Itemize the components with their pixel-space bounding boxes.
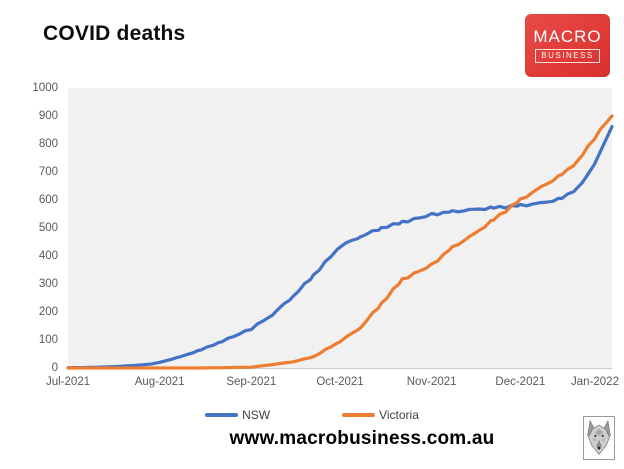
- x-tick-label: Nov-2021: [406, 376, 457, 388]
- y-tick-label: 100: [38, 334, 58, 346]
- legend: NSW Victoria: [0, 406, 624, 424]
- legend-swatch-nsw: [205, 413, 239, 417]
- logo-business-text: BUSINESS: [535, 49, 600, 63]
- victoria-line: [66, 114, 614, 370]
- legend-item-victoria: Victoria: [342, 408, 419, 422]
- wolf-drawing: [587, 419, 611, 455]
- x-tick-label: Aug-2021: [134, 376, 185, 388]
- y-tick-label: 700: [38, 166, 58, 178]
- x-tick-label: Sep-2021: [226, 376, 277, 388]
- nsw-line: [66, 124, 614, 370]
- y-tick-label: 1000: [32, 82, 58, 94]
- x-tick-label: Oct-2021: [316, 376, 364, 388]
- y-tick-label: 800: [38, 138, 58, 150]
- y-tick-label: 600: [38, 194, 58, 206]
- website-url: www.macrobusiness.com.au: [229, 428, 495, 449]
- y-tick-label: 300: [38, 278, 58, 290]
- plot-area: [66, 88, 614, 370]
- chart-title: COVID deaths: [43, 22, 186, 45]
- x-tick-label: Jul-2021: [45, 376, 91, 388]
- legend-swatch-victoria: [342, 413, 376, 417]
- macrobusiness-logo: MACRO BUSINESS: [525, 14, 610, 77]
- legend-label: Victoria: [379, 408, 419, 422]
- y-tick-label: 0: [51, 362, 58, 374]
- y-tick-label: 900: [38, 110, 58, 122]
- wolf-logo-icon: [583, 416, 615, 460]
- y-tick-label: 200: [38, 306, 58, 318]
- legend-item-nsw: NSW: [205, 408, 270, 422]
- y-tick-label: 400: [38, 250, 58, 262]
- x-tick-label: Dec-2021: [495, 376, 546, 388]
- logo-macro-text: MACRO: [533, 27, 602, 46]
- y-tick-label: 500: [38, 222, 58, 234]
- x-tick-label: Jan-2022: [571, 376, 619, 388]
- line-chart-canvas: [66, 114, 614, 370]
- legend-label: NSW: [242, 408, 271, 422]
